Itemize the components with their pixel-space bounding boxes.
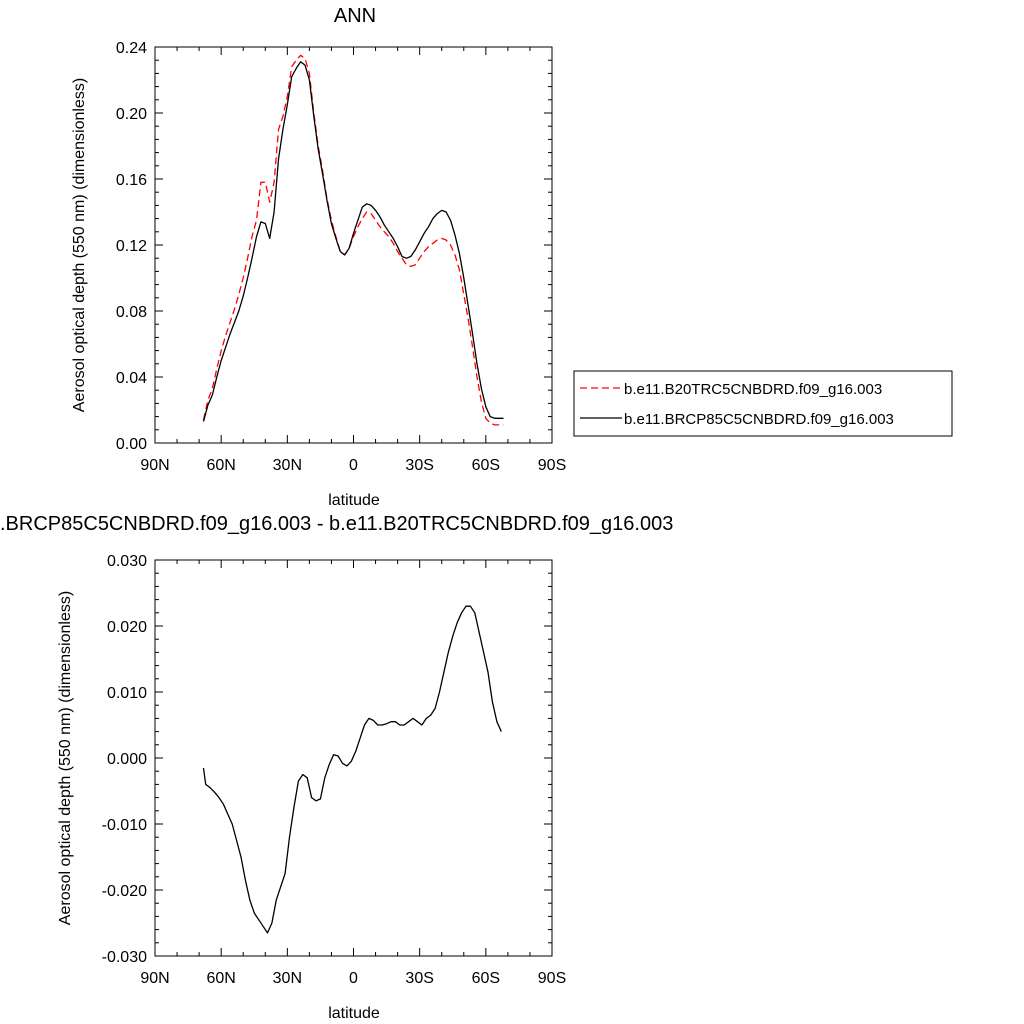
bottom-x-tick-label: 0 <box>349 970 358 987</box>
bottom-y-tick-label: 0.010 <box>107 685 147 702</box>
legend-entry-historical: b.e11.B20TRC5CNBDRD.f09_g16.003 <box>624 381 882 398</box>
bottom-y-tick-label: -0.030 <box>102 949 147 966</box>
top-axis-ticks <box>154 46 553 444</box>
top-y-tick-label: 0.08 <box>116 304 147 321</box>
bottom-x-tick-label: 30N <box>273 970 302 987</box>
bottom-series-line-0 <box>202 605 502 934</box>
top-y-tick-label: 0.04 <box>116 370 147 387</box>
bottom-y-tick-label: 0.000 <box>107 751 147 768</box>
legend: b.e11.B20TRC5CNBDRD.f09_g16.003 b.e11.BR… <box>573 370 953 437</box>
top-x-tick-label: 90S <box>538 457 566 474</box>
bottom-plot-frame <box>154 559 553 957</box>
top-panel: ANN 90N 60N 30N 0 30S 60S 90S 0.00 0.04 0.08 0.12… <box>71 5 953 509</box>
bottom-y-tick-label: -0.010 <box>102 817 147 834</box>
bottom-x-tick-label: 90S <box>538 970 566 987</box>
top-y-tick-label: 0.12 <box>116 238 147 255</box>
bottom-x-tick-label: 90N <box>140 970 169 987</box>
bottom-chart-title: .BRCP85C5CNBDRD.f09_g16.003 - b.e11.B20T… <box>0 513 673 535</box>
top-y-axis-label: Aerosol optical depth (550 nm) (dimensio… <box>71 78 88 412</box>
bottom-y-tick-label: 0.030 <box>107 553 147 570</box>
bottom-x-tick-label: 60N <box>206 970 235 987</box>
legend-box <box>573 370 953 437</box>
bottom-series-lines <box>202 605 502 934</box>
bottom-y-tick-label: 0.020 <box>107 619 147 636</box>
top-x-tick-labels: 90N 60N 30N 0 30S 60S 90S <box>140 457 566 474</box>
top-series-line-0 <box>202 54 504 426</box>
top-y-tick-label: 0.16 <box>116 172 147 189</box>
top-series-lines <box>202 54 504 426</box>
top-x-tick-label: 30S <box>405 457 433 474</box>
top-series-line-1 <box>202 61 504 422</box>
top-x-tick-label: 90N <box>140 457 169 474</box>
top-x-tick-label: 30N <box>273 457 302 474</box>
bottom-x-axis-label: latitude <box>328 1005 380 1022</box>
bottom-x-tick-labels: 90N 60N 30N 0 30S 60S 90S <box>140 970 566 987</box>
legend-entry-rcp85: b.e11.BRCP85C5CNBDRD.f09_g16.003 <box>624 411 894 428</box>
top-y-tick-label: 0.00 <box>116 436 147 453</box>
bottom-y-tick-labels: -0.030 -0.020 -0.010 0.000 0.010 0.020 0.030 <box>102 553 147 966</box>
top-x-tick-label: 60N <box>206 457 235 474</box>
top-x-tick-label: 0 <box>349 457 358 474</box>
top-y-tick-label: 0.20 <box>116 106 147 123</box>
bottom-axis-ticks <box>154 559 553 957</box>
top-x-tick-label: 60S <box>472 457 500 474</box>
top-y-tick-labels: 0.00 0.04 0.08 0.12 0.16 0.20 0.24 <box>116 40 147 453</box>
bottom-x-tick-label: 30S <box>405 970 433 987</box>
bottom-y-axis-label: Aerosol optical depth (550 nm) (dimensio… <box>57 591 74 925</box>
top-y-tick-label: 0.24 <box>116 40 147 57</box>
bottom-y-tick-label: -0.020 <box>102 883 147 900</box>
bottom-x-tick-label: 60S <box>472 970 500 987</box>
bottom-panel: .BRCP85C5CNBDRD.f09_g16.003 - b.e11.B20T… <box>0 513 673 1022</box>
top-chart-title: ANN <box>334 5 376 27</box>
top-x-axis-label: latitude <box>328 492 380 509</box>
